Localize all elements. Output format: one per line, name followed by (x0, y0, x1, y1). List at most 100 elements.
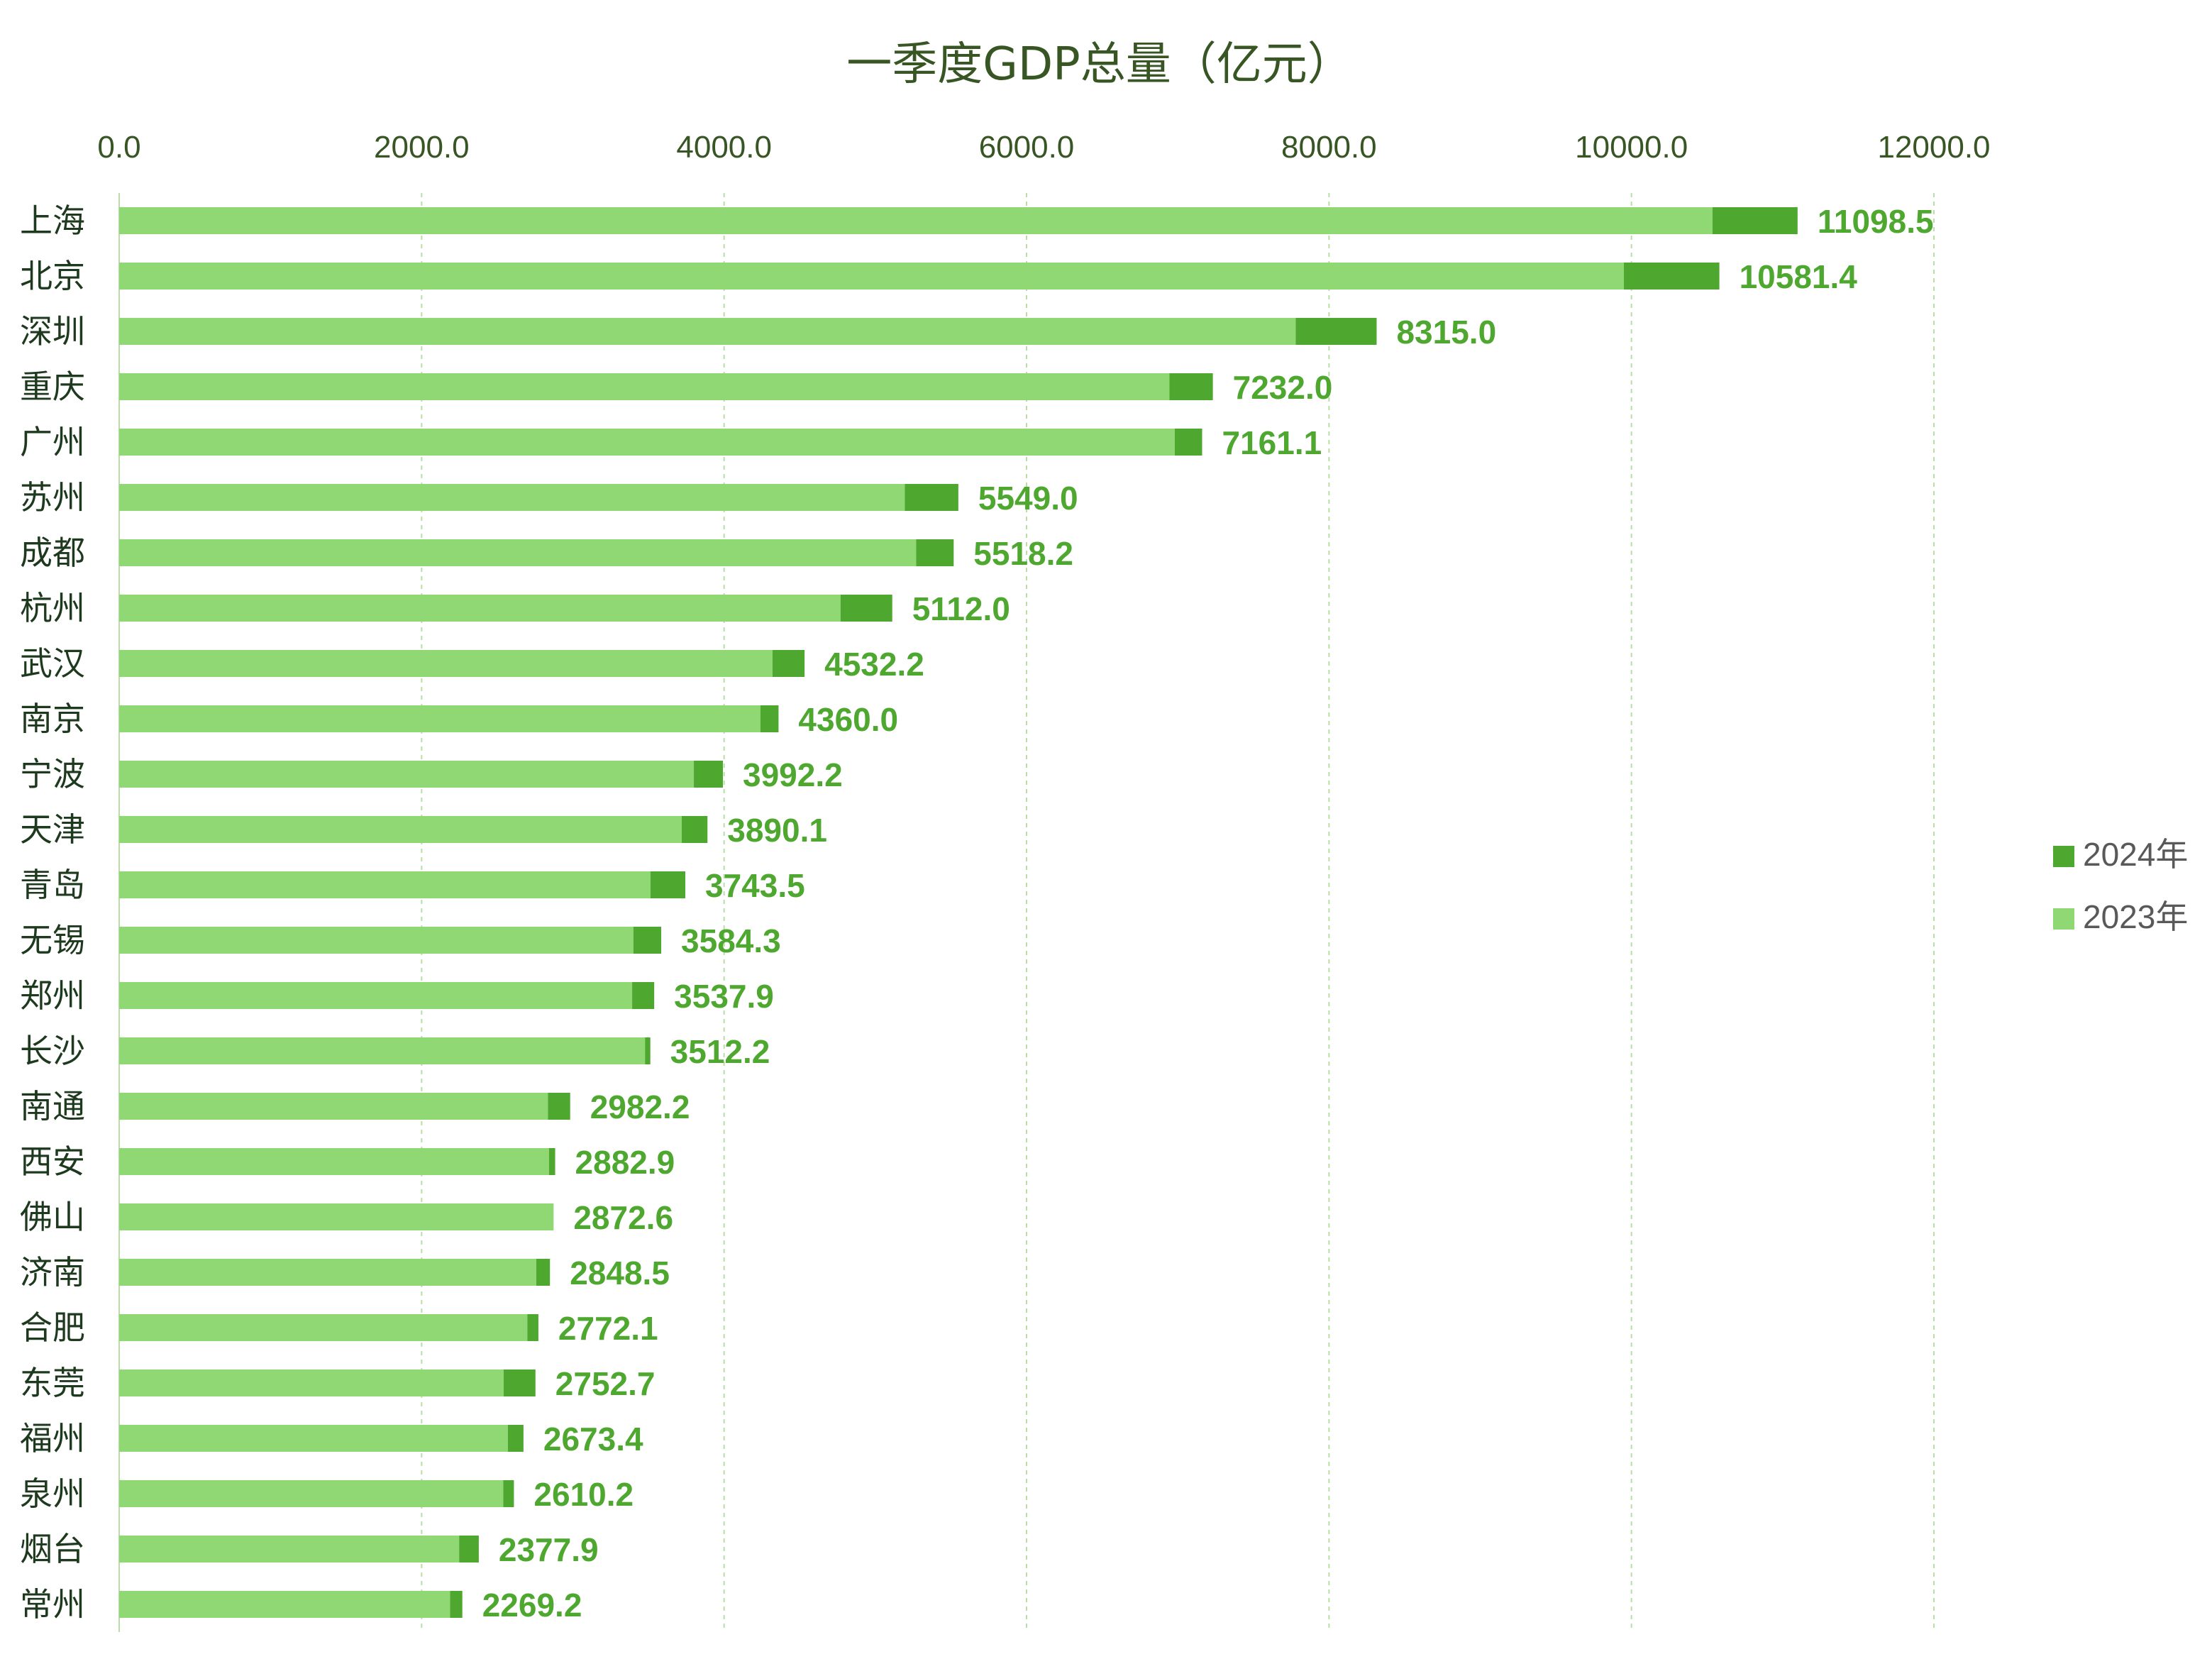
category-label: 南通 (20, 1087, 85, 1125)
bar-2024-西安 (548, 1148, 555, 1175)
bar-2024-苏州 (905, 484, 958, 511)
bar-2024-重庆 (1169, 373, 1213, 400)
bar-2023-武汉 (119, 650, 773, 677)
category-label: 深圳 (20, 312, 85, 351)
value-label: 5518.2 (973, 535, 1073, 572)
bar-2023-杭州 (119, 595, 841, 622)
bar-2024-青岛 (650, 871, 685, 898)
bar-2024-济南 (536, 1259, 551, 1286)
x-tick-label: 8000.0 (1281, 130, 1377, 165)
bar-2024-无锡 (633, 927, 662, 954)
bar-2023-福州 (119, 1425, 508, 1452)
value-label: 2882.9 (575, 1144, 675, 1181)
bar-2024-烟台 (459, 1536, 479, 1562)
category-label: 杭州 (20, 589, 85, 627)
x-tick-label: 10000.0 (1575, 130, 1688, 165)
category-label: 东莞 (20, 1364, 85, 1402)
bar-2023-南京 (119, 705, 761, 732)
bar-2024-福州 (507, 1425, 524, 1452)
bar-2024-常州 (450, 1591, 463, 1618)
value-label: 5549.0 (978, 480, 1078, 517)
category-label: 烟台 (20, 1530, 85, 1568)
bar-2023-泉州 (119, 1480, 504, 1507)
bar-2023-宁波 (119, 761, 695, 788)
bar-2023-青岛 (119, 871, 651, 898)
bar-2023-广州 (119, 429, 1175, 456)
category-label: 南京 (20, 700, 85, 738)
bar-2024-广州 (1174, 429, 1202, 456)
legend-swatch (2053, 846, 2074, 867)
x-tick-label: 2000.0 (374, 130, 470, 165)
value-label: 5112.0 (912, 590, 1010, 627)
value-label: 3890.1 (727, 812, 827, 849)
bar-2023-烟台 (119, 1536, 460, 1562)
bar-2024-杭州 (840, 595, 892, 622)
category-label: 常州 (20, 1585, 85, 1624)
legend-swatch (2053, 908, 2074, 930)
bar-2024-南通 (548, 1093, 570, 1120)
category-label: 长沙 (20, 1032, 85, 1070)
bar-2023-天津 (119, 816, 682, 843)
value-label: 3512.2 (670, 1033, 770, 1070)
value-label: 2848.5 (570, 1255, 670, 1291)
bar-2023-济南 (119, 1259, 536, 1286)
bar-2023-北京 (119, 263, 1625, 290)
legend-label: 2024年 (2083, 836, 2188, 873)
bar-2023-郑州 (119, 982, 633, 1009)
bar-2024-武汉 (772, 650, 805, 677)
value-label: 2610.2 (533, 1476, 634, 1513)
category-label: 成都 (20, 534, 85, 572)
category-label: 苏州 (20, 478, 85, 517)
category-label: 广州 (20, 423, 85, 461)
value-label: 4532.2 (824, 646, 924, 683)
category-label: 重庆 (20, 368, 85, 406)
value-label: 2752.7 (555, 1365, 656, 1402)
value-label: 3537.9 (674, 978, 774, 1015)
bar-2024-天津 (681, 816, 708, 843)
value-label: 3743.5 (705, 867, 805, 904)
category-label: 福州 (20, 1419, 85, 1457)
bar-2024-上海 (1712, 207, 1798, 234)
bar-2024-成都 (916, 539, 954, 566)
value-label: 2772.1 (558, 1310, 658, 1347)
x-axis-ticks: 0.0 2000.0 4000.0 6000.0 8000.0 10000.0 12000.… (97, 130, 1990, 165)
category-label: 泉州 (20, 1475, 85, 1513)
bar-2023-成都 (119, 539, 917, 566)
legend: 2024年 2023年 (2053, 836, 2188, 935)
value-label: 7161.1 (1222, 424, 1322, 461)
category-label: 北京 (20, 257, 85, 295)
value-labels: 11098.5 10581.4 8315.0 7232.0 7161.1 5549.0 55… (482, 203, 1934, 1624)
category-label: 西安 (20, 1142, 85, 1181)
category-label: 青岛 (20, 866, 85, 904)
bar-2023-东莞 (119, 1369, 504, 1396)
x-tick-label: 4000.0 (676, 130, 772, 165)
x-tick-label: 0.0 (97, 130, 140, 165)
value-label: 4360.0 (798, 701, 898, 738)
category-label: 天津 (20, 810, 85, 849)
value-label: 8315.0 (1396, 314, 1496, 351)
value-label: 3584.3 (681, 922, 781, 959)
category-label: 合肥 (20, 1308, 85, 1347)
category-label: 佛山 (20, 1198, 85, 1236)
bar-2024-深圳 (1295, 318, 1377, 345)
legend-label: 2023年 (2083, 898, 2188, 935)
bar-2024-北京 (1624, 263, 1720, 290)
value-label: 2673.4 (543, 1421, 643, 1457)
bar-2023-南通 (119, 1093, 548, 1120)
bar-2023-苏州 (119, 484, 905, 511)
category-label: 上海 (20, 202, 85, 240)
bar-2023-常州 (119, 1591, 450, 1618)
value-label: 2269.2 (482, 1587, 582, 1624)
bar-2024-南京 (760, 705, 779, 732)
x-tick-label: 12000.0 (1877, 130, 1990, 165)
chart-title: 一季度GDP总量（亿元） (846, 38, 1352, 91)
x-tick-label: 6000.0 (979, 130, 1075, 165)
bar-2024-泉州 (503, 1480, 514, 1507)
bar-2024-郑州 (632, 982, 655, 1009)
bar-2024-长沙 (645, 1037, 651, 1064)
category-labels: 上海北京深圳重庆广州苏州成都杭州武汉南京宁波天津青岛无锡郑州长沙南通西安佛山济南… (20, 202, 85, 1624)
category-label: 郑州 (20, 976, 85, 1015)
value-label: 10581.4 (1740, 258, 1858, 295)
bar-2023-佛山 (119, 1203, 554, 1230)
